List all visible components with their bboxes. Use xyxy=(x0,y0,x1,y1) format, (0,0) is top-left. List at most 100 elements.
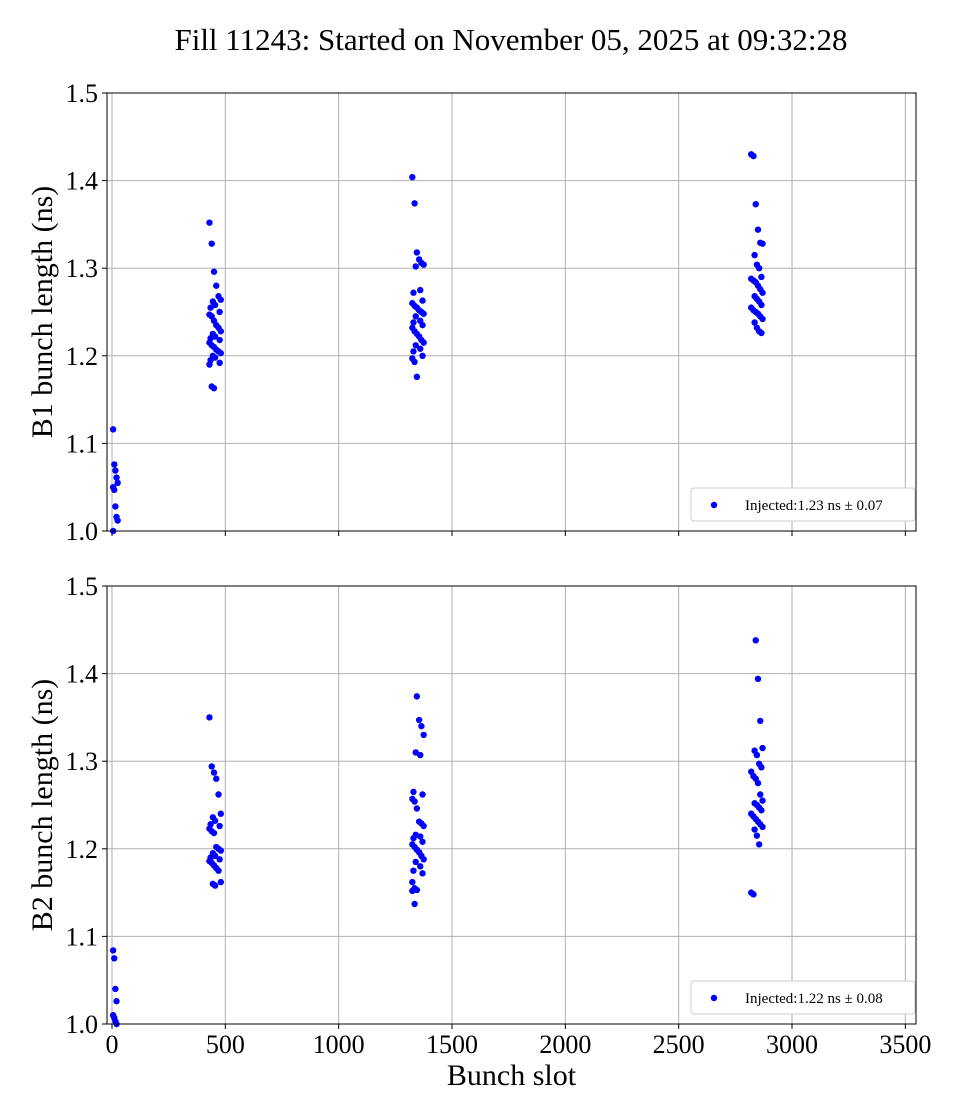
data-point xyxy=(417,345,424,352)
data-point xyxy=(210,829,218,837)
data-point xyxy=(217,810,224,817)
data-point xyxy=(412,313,419,320)
data-point xyxy=(213,282,220,289)
legend: Injected:1.22 ns ± 0.08 xyxy=(690,980,916,1015)
legend-marker xyxy=(710,994,718,1002)
data-point xyxy=(411,358,418,366)
data-point xyxy=(420,339,427,346)
data-point xyxy=(211,882,219,889)
y-tick-label: 1.2 xyxy=(66,835,99,864)
legend-box xyxy=(690,487,916,522)
data-point xyxy=(750,152,757,160)
data-point xyxy=(758,807,765,814)
data-point xyxy=(216,856,223,863)
data-point xyxy=(752,201,759,208)
legend: Injected:1.23 ns ± 0.07 xyxy=(690,487,916,522)
data-point xyxy=(217,878,224,886)
data-point xyxy=(411,900,418,908)
data-point xyxy=(758,764,765,771)
data-point xyxy=(217,349,224,357)
data-point xyxy=(410,835,417,842)
data-point xyxy=(112,467,119,474)
data-point xyxy=(410,348,417,355)
data-point xyxy=(419,321,426,329)
data-point xyxy=(210,268,218,275)
data-point xyxy=(111,461,118,468)
data-point xyxy=(217,847,224,854)
y-tick-label: 1.0 xyxy=(66,1010,99,1039)
legend-label: Injected:1.23 ns ± 0.07 xyxy=(745,498,883,514)
data-point xyxy=(412,858,419,866)
x-tick-label: 1000 xyxy=(313,1030,365,1059)
data-point xyxy=(412,342,419,349)
x-tick-label: 1500 xyxy=(426,1030,478,1059)
data-point xyxy=(206,219,213,226)
y-tick-label: 1.0 xyxy=(66,517,99,546)
data-point xyxy=(208,763,215,770)
data-point xyxy=(758,273,765,281)
data-point xyxy=(215,867,222,874)
data-point xyxy=(417,286,424,294)
data-point xyxy=(759,315,766,323)
data-point xyxy=(419,791,426,798)
data-point xyxy=(410,867,417,874)
data-point xyxy=(113,474,120,481)
x-tick-label: 0 xyxy=(105,1030,118,1059)
panel-2: 1.0 1.1 1.2 1.3 1.4 1.5 0 500 1000 1500 2000 2500 30… xyxy=(26,572,931,1092)
data-point xyxy=(751,251,758,259)
data-point xyxy=(215,791,222,798)
data-point xyxy=(210,769,218,776)
x-tick-label: 2000 xyxy=(539,1030,591,1059)
data-point xyxy=(417,863,424,870)
data-point xyxy=(417,751,424,759)
data-point xyxy=(211,817,219,824)
y-tick-label: 1.3 xyxy=(66,254,99,283)
data-point xyxy=(411,200,418,207)
data-point xyxy=(759,744,766,752)
data-point xyxy=(754,226,762,233)
y-tick-label: 1.2 xyxy=(66,342,99,371)
data-point xyxy=(111,486,118,494)
data-point xyxy=(114,479,121,487)
y-tick-label: 1.3 xyxy=(66,747,99,776)
data-point xyxy=(216,822,223,830)
data-point xyxy=(758,329,765,337)
data-point xyxy=(754,779,762,787)
data-point xyxy=(216,359,223,367)
data-point xyxy=(411,798,418,805)
chart-title: Fill 11243: Started on November 05, 2025… xyxy=(174,22,848,57)
data-point xyxy=(410,289,417,296)
x-tick-label: 500 xyxy=(206,1030,245,1059)
data-point xyxy=(755,841,763,848)
data-point xyxy=(112,985,119,993)
y-tick-label: 1.4 xyxy=(66,167,99,196)
data-point xyxy=(420,731,427,739)
data-point xyxy=(113,998,120,1005)
data-point xyxy=(112,503,119,510)
data-point xyxy=(752,637,759,644)
data-point xyxy=(759,823,766,831)
data-point xyxy=(754,675,762,683)
data-point xyxy=(409,878,416,886)
data-point xyxy=(419,838,426,845)
legend-marker xyxy=(710,501,718,509)
y-tick-label: 1.5 xyxy=(66,572,99,601)
data-point xyxy=(419,297,426,304)
y-axis-label: B1 bunch length (ns) xyxy=(26,186,59,438)
data-point xyxy=(755,265,763,272)
x-tick-label: 3500 xyxy=(879,1030,931,1059)
data-point xyxy=(420,310,427,317)
data-point xyxy=(111,955,118,962)
data-point xyxy=(217,328,224,335)
data-point xyxy=(413,693,421,700)
data-point xyxy=(410,319,417,326)
data-point xyxy=(109,426,117,433)
y-tick-label: 1.4 xyxy=(66,660,99,689)
data-point xyxy=(420,856,427,863)
data-point xyxy=(109,947,117,954)
x-tick-label: 3000 xyxy=(766,1030,818,1059)
data-point xyxy=(419,352,426,359)
panel-1: 1.0 1.1 1.2 1.3 1.4 1.5 B1 bunch length (ns) In… xyxy=(26,79,917,546)
data-point xyxy=(415,716,423,724)
data-point xyxy=(419,870,426,877)
